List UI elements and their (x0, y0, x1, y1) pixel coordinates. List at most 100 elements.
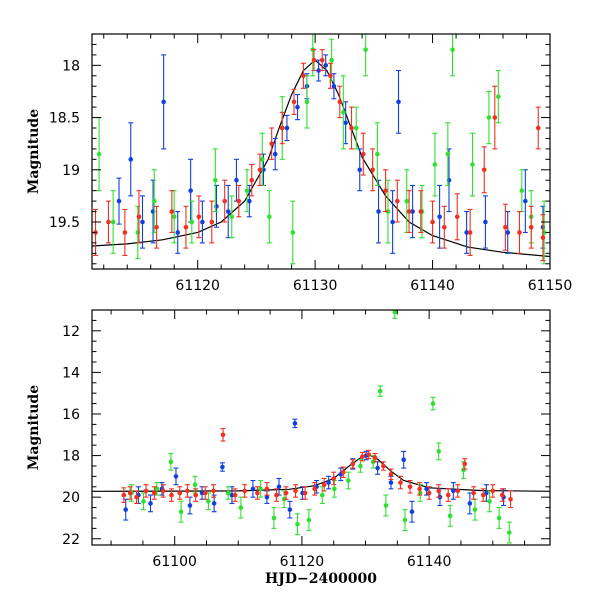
marker (319, 492, 325, 498)
marker (312, 486, 317, 492)
marker (255, 490, 260, 496)
marker (160, 488, 166, 494)
top-data-point (316, 59, 322, 82)
marker (229, 492, 235, 498)
bottom-data-point (211, 494, 217, 513)
bottom-data-point (193, 488, 199, 502)
marker (357, 167, 363, 173)
marker (116, 198, 122, 204)
marker (220, 464, 225, 470)
marker (127, 490, 133, 496)
bottom-data-point (151, 486, 157, 500)
marker (242, 488, 247, 494)
bottom-data-point (258, 479, 264, 498)
marker (366, 452, 372, 457)
marker (151, 198, 157, 204)
top-data-point (396, 70, 402, 134)
marker (301, 73, 306, 79)
marker (110, 219, 116, 225)
bottom-y-tick-label: 20 (62, 490, 80, 506)
marker (390, 219, 395, 225)
top-data-point (257, 153, 263, 186)
top-data-point (222, 179, 228, 223)
top-data-point (535, 106, 541, 150)
marker (154, 224, 159, 230)
bottom-data-point (306, 509, 312, 531)
marker (291, 99, 297, 105)
marker (337, 99, 343, 105)
marker (188, 188, 193, 193)
marker (454, 214, 460, 220)
top-y-tick-label: 19.5 (49, 215, 80, 231)
bottom-data-point (250, 479, 256, 498)
top-data-point (269, 127, 275, 160)
top-data-point (437, 184, 443, 249)
marker (332, 486, 337, 492)
marker (189, 219, 195, 225)
bottom-data-point (294, 513, 300, 536)
marker (487, 499, 492, 504)
marker (445, 151, 451, 157)
marker (292, 421, 298, 426)
bottom-panel: 61100 61120 61140 12 14 16 18 20 22 Magnitude HJ… (26, 309, 551, 587)
marker (225, 209, 231, 214)
marker (136, 214, 142, 220)
marker (316, 68, 321, 73)
marker (496, 94, 501, 99)
marker (175, 230, 181, 235)
bottom-data-point (264, 482, 270, 496)
marker (202, 490, 208, 496)
marker (376, 209, 381, 214)
top-data-point (249, 164, 255, 197)
marker (349, 125, 354, 131)
bottom-data-point (199, 486, 205, 500)
bottom-x-axis-label: HJD−2400000 (265, 571, 377, 587)
marker (388, 471, 394, 477)
marker (340, 469, 346, 475)
bottom-data-point (462, 458, 468, 470)
bottom-x-tick-label: 61140 (407, 554, 452, 570)
marker (122, 230, 128, 235)
top-data-point (291, 88, 297, 115)
marker (401, 457, 406, 463)
marker (234, 177, 239, 183)
marker (284, 125, 290, 131)
marker (358, 463, 363, 469)
marker (220, 432, 226, 438)
bottom-data-point (276, 477, 282, 496)
top-y-tick-label: 18 (62, 58, 80, 74)
bottom-data-point (417, 482, 423, 496)
bottom-data-point (219, 462, 225, 472)
bottom-data-point (168, 452, 174, 471)
top-data-point (516, 211, 522, 254)
marker (154, 486, 160, 492)
top-data-point (374, 122, 380, 186)
marker (372, 455, 378, 460)
marker (229, 214, 235, 220)
marker (350, 461, 356, 467)
bottom-data-point (430, 396, 436, 411)
top-plot-area (92, 34, 550, 265)
marker (483, 219, 488, 225)
marker (437, 214, 442, 220)
marker (407, 484, 413, 490)
bottom-y-tick-label: 16 (62, 407, 80, 423)
marker (264, 486, 270, 492)
top-x-tick-label: 61150 (528, 278, 573, 294)
bottom-plot-area (92, 310, 550, 544)
top-data-point (311, 49, 317, 72)
bottom-data-point (383, 494, 389, 517)
marker (523, 198, 528, 204)
top-data-point (482, 195, 488, 249)
marker (375, 465, 380, 471)
marker (128, 157, 134, 162)
bottom-data-point (205, 492, 211, 511)
bottom-data-point (143, 484, 149, 498)
marker (506, 530, 512, 535)
marker (271, 515, 277, 521)
top-plot-frame (91, 33, 551, 270)
top-data-point (432, 132, 438, 197)
top-data-point (295, 94, 301, 121)
top-data-point (272, 137, 278, 171)
marker (200, 219, 205, 225)
